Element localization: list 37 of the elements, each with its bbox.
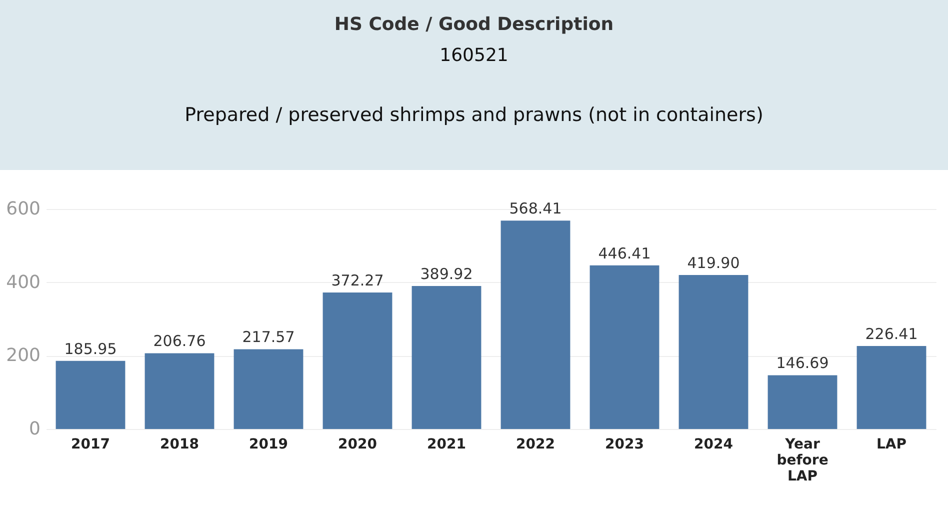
- x-tick-label: 2023: [605, 436, 644, 452]
- bar: [768, 375, 838, 429]
- x-tick-label: 2024: [694, 436, 734, 452]
- x-tick-label: 2020: [338, 436, 378, 452]
- data-label: 419.90: [687, 254, 740, 272]
- bar: [234, 349, 304, 429]
- data-label: 217.57: [242, 328, 295, 346]
- x-tick-label: 2022: [516, 436, 555, 452]
- data-label: 226.41: [865, 324, 918, 343]
- data-label: 372.27: [331, 272, 384, 290]
- data-label: 185.95: [64, 340, 117, 358]
- x-tick-label: 2017: [71, 436, 110, 452]
- y-tick-label: 200: [6, 345, 40, 366]
- bar: [590, 265, 660, 429]
- bar: [144, 353, 214, 429]
- bar: [500, 220, 570, 429]
- x-tick-label: 2019: [249, 436, 288, 452]
- x-tick-label: 2021: [427, 436, 466, 452]
- y-tick-label: 0: [29, 418, 40, 440]
- bar: [412, 286, 482, 429]
- y-tick-label: 400: [6, 272, 40, 293]
- data-label: 446.41: [598, 244, 651, 262]
- chart-title: HS Code / Good Description: [333, 14, 615, 35]
- data-label: 146.69: [776, 354, 829, 372]
- data-label: 206.76: [153, 332, 206, 350]
- data-label: 568.41: [509, 200, 562, 218]
- x-tick-label: 2018: [160, 436, 199, 452]
- data-label: 389.92: [420, 265, 473, 284]
- bar: [56, 360, 126, 429]
- bar: [322, 292, 392, 429]
- x-tick-label: LAP: [876, 436, 907, 452]
- x-tick-label: Year before LAP: [776, 436, 828, 484]
- chart-subtitle: 160521: [438, 45, 510, 66]
- bar: [678, 275, 748, 429]
- y-tick-label: 600: [6, 198, 40, 220]
- text: Prepared / preserved shrimps and prawns (not in containers): [184, 104, 764, 126]
- bar: [856, 346, 926, 429]
